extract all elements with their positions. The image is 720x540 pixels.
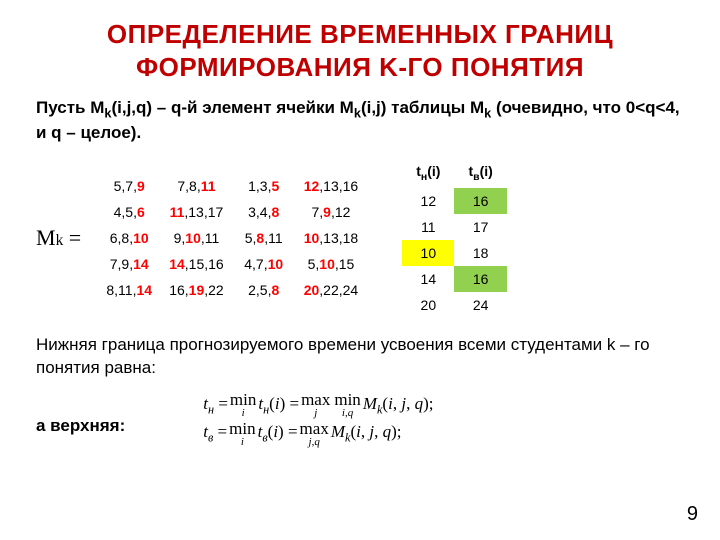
matrix-cell: 12,13,16 (296, 173, 367, 199)
matrix-cell: 16,19,22 (161, 277, 232, 303)
formula-row: а верхняя: tн = mini tн(i) = maxj mini,q… (36, 390, 684, 449)
matrix-cell: 6,8,10 (97, 225, 161, 251)
tcol-cell-tn: 12 (402, 188, 454, 214)
label-text: M (36, 225, 56, 250)
matrix-row: 6,8,109,10,115,8,1110,13,18 (97, 225, 366, 251)
intro-text: (i,j,q) – q-й элемент ячейки M (111, 98, 353, 117)
matrix-cell: 2,5,8 (232, 277, 296, 303)
t-columns-table: tн(i) tв(i) 12161117101814162024 (402, 159, 507, 319)
matrix-table: 5,7,97,8,111,3,512,13,164,5,611,13,173,4… (97, 173, 366, 303)
tcol-cell-tv: 17 (454, 214, 506, 240)
formulas-block: tн = mini tн(i) = maxj mini,q Mk(i, j, q… (143, 390, 433, 449)
formula-tv: tв = mini tв(i) = maxj,q Mk(i, j, q); (203, 421, 433, 448)
matrix-row: 5,7,97,8,111,3,512,13,16 (97, 173, 366, 199)
matrix-cell: 7,9,14 (97, 251, 161, 277)
tcol-row: 1216 (402, 188, 507, 214)
intro-paragraph: Пусть Mk(i,j,q) – q-й элемент ячейки Mk(… (36, 97, 684, 145)
tcol-cell-tn: 11 (402, 214, 454, 240)
matrix-block: Mk = 5,7,97,8,111,3,512,13,164,5,611,13,… (36, 159, 684, 319)
page-number: 9 (687, 503, 698, 526)
intro-text: (i,j) таблицы M (361, 98, 484, 117)
matrix-cell: 9,10,11 (161, 225, 232, 251)
formula-tn: tн = mini tн(i) = maxj mini,q Mk(i, j, q… (203, 392, 433, 419)
tcol-row: 2024 (402, 292, 507, 318)
matrix-cell: 8,11,14 (97, 277, 161, 303)
matrix-cell: 4,7,10 (232, 251, 296, 277)
matrix-cell: 4,5,6 (97, 199, 161, 225)
matrix-cell: 3,4,8 (232, 199, 296, 225)
matrix-row: 7,9,1414,15,164,7,105,10,15 (97, 251, 366, 277)
tcol-cell-tv: 24 (454, 292, 506, 318)
matrix-cell: 7,8,11 (161, 173, 232, 199)
tcol-cell-tv: 16 (454, 188, 506, 214)
matrix-row: 8,11,1416,19,222,5,820,22,24 (97, 277, 366, 303)
tcol-cell-tn: 10 (402, 240, 454, 266)
tcol-cell-tv: 16 (454, 266, 506, 292)
tcol-header-tn: tн(i) (402, 159, 454, 189)
matrix-cell: 1,3,5 (232, 173, 296, 199)
matrix-cell: 14,15,16 (161, 251, 232, 277)
tcol-row: 1416 (402, 266, 507, 292)
matrix-cell: 5,10,15 (296, 251, 367, 277)
slide-title: ОПРЕДЕЛЕНИЕ ВРЕМЕННЫХ ГРАНИЦ ФОРМИРОВАНИ… (36, 18, 684, 83)
tcol-row: 1117 (402, 214, 507, 240)
matrix-cell: 5,8,11 (232, 225, 296, 251)
lower-boundary-text: Нижняя граница прогнозируемого времени у… (36, 334, 684, 380)
intro-text: Пусть M (36, 98, 104, 117)
tcol-row: 1018 (402, 240, 507, 266)
matrix-cell: 7,9,12 (296, 199, 367, 225)
tcol-header-row: tн(i) tв(i) (402, 159, 507, 189)
matrix-cell: 20,22,24 (296, 277, 367, 303)
matrix-label: Mk = (36, 225, 85, 251)
label-text: = (63, 225, 81, 250)
matrix-cell: 10,13,18 (296, 225, 367, 251)
tcol-cell-tn: 14 (402, 266, 454, 292)
tcol-cell-tv: 18 (454, 240, 506, 266)
matrix-row: 4,5,611,13,173,4,87,9,12 (97, 199, 366, 225)
intro-sub: k (354, 105, 361, 120)
upper-label: а верхняя: (36, 390, 125, 436)
matrix-cell: 5,7,9 (97, 173, 161, 199)
tcol-header-tv: tв(i) (454, 159, 506, 189)
matrix-cell: 11,13,17 (161, 199, 232, 225)
tcol-cell-tn: 20 (402, 292, 454, 318)
